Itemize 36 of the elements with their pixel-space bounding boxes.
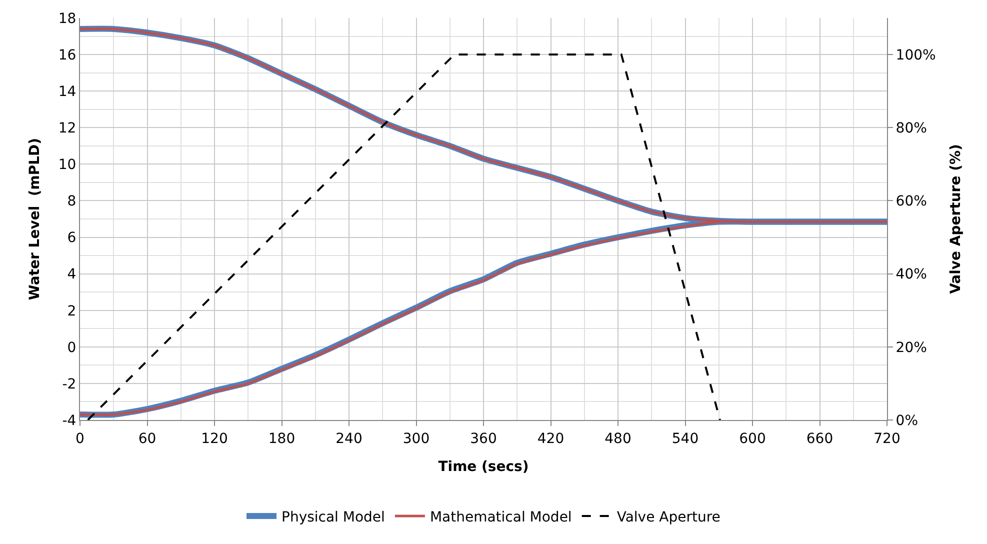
y-axis-title: Water Level (mPLD) xyxy=(26,138,43,300)
x-tick-label: 480 xyxy=(604,430,632,447)
y2-axis-title: Valve Aperture (%) xyxy=(948,144,964,294)
y-tick-label: -4 xyxy=(62,412,76,429)
y-tick-label: -2 xyxy=(62,376,76,392)
x-tick-label: 240 xyxy=(336,430,362,447)
x-tick-label: 420 xyxy=(537,430,564,447)
x-tick-label: 720 xyxy=(874,430,900,447)
y-tick-label: 8 xyxy=(67,194,76,210)
x-axis-title: Time (secs) xyxy=(438,459,529,476)
y-tick-label: 6 xyxy=(67,230,76,246)
y-tick-label: 16 xyxy=(58,47,76,64)
x-tick-label: 300 xyxy=(402,430,430,447)
y-tick-label: 0 xyxy=(67,340,76,356)
y2-tick-label: 40% xyxy=(896,266,927,283)
y2-tick-label: 20% xyxy=(896,340,927,356)
x-tick-label: 540 xyxy=(672,430,699,447)
y-tick-label: 10 xyxy=(58,157,76,174)
y-tick-label: 14 xyxy=(58,84,76,100)
legend-label: Physical Model xyxy=(282,509,385,526)
y-tick-label: 4 xyxy=(67,266,76,283)
x-tick-label: 180 xyxy=(268,430,296,447)
legend-label: Valve Aperture xyxy=(616,509,720,526)
y2-tick-label: 0% xyxy=(896,412,918,429)
x-tick-label: 60 xyxy=(138,430,156,447)
y-tick-label: 18 xyxy=(58,10,76,27)
y2-tick-label: 60% xyxy=(896,194,927,210)
x-tick-label: 660 xyxy=(806,430,834,447)
x-tick-label: 360 xyxy=(470,430,497,447)
y-tick-label: 2 xyxy=(67,303,76,320)
legend-label: Mathematical Model xyxy=(430,509,572,526)
y-tick-label: 12 xyxy=(58,120,76,137)
x-tick-label: 600 xyxy=(739,430,766,447)
x-tick-label: 120 xyxy=(201,430,228,447)
y2-tick-label: 80% xyxy=(896,120,927,137)
y2-tick-label: 100% xyxy=(896,47,936,64)
